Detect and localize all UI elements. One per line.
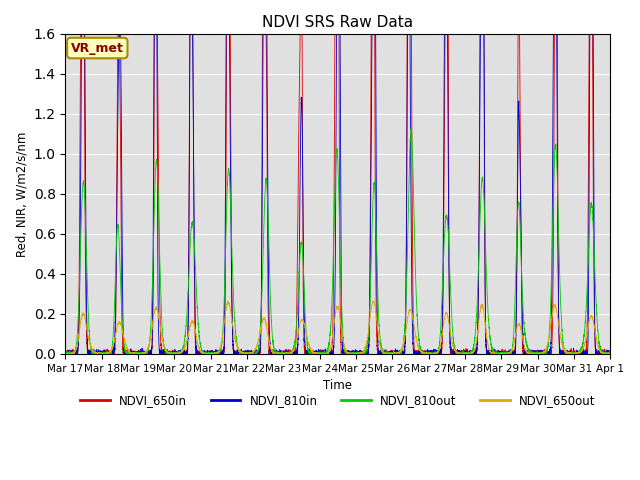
- NDVI_810in: [61, 348, 69, 354]
- NDVI_650in: [266, 351, 273, 357]
- NDVI_810out: [172, 351, 180, 357]
- NDVI_650in: [607, 351, 614, 357]
- Line: NDVI_810out: NDVI_810out: [65, 129, 611, 354]
- Line: NDVI_810in: NDVI_810in: [65, 0, 611, 354]
- NDVI_650in: [413, 349, 421, 355]
- NDVI_650in: [605, 351, 612, 357]
- NDVI_810out: [407, 126, 415, 132]
- NDVI_810in: [413, 351, 421, 357]
- NDVI_810in: [172, 348, 180, 354]
- NDVI_810in: [607, 351, 614, 357]
- NDVI_810in: [178, 351, 186, 357]
- NDVI_810in: [266, 331, 273, 337]
- NDVI_650out: [605, 351, 612, 357]
- NDVI_810out: [605, 351, 612, 357]
- NDVI_810out: [607, 350, 614, 356]
- NDVI_650in: [172, 351, 180, 357]
- NDVI_810out: [61, 351, 69, 357]
- NDVI_810out: [491, 349, 499, 355]
- Y-axis label: Red, NIR, W/m2/s/nm: Red, NIR, W/m2/s/nm: [15, 131, 28, 256]
- NDVI_810out: [178, 348, 186, 354]
- NDVI_650out: [607, 351, 614, 357]
- Legend: NDVI_650in, NDVI_810in, NDVI_810out, NDVI_650out: NDVI_650in, NDVI_810in, NDVI_810out, NDV…: [76, 389, 600, 412]
- X-axis label: Time: Time: [323, 379, 353, 392]
- NDVI_650out: [172, 350, 180, 356]
- NDVI_810out: [413, 313, 421, 319]
- NDVI_650out: [413, 339, 421, 345]
- NDVI_810out: [266, 262, 273, 268]
- NDVI_650in: [491, 350, 499, 356]
- NDVI_650out: [61, 351, 69, 357]
- NDVI_650out: [266, 340, 273, 346]
- Line: NDVI_650out: NDVI_650out: [65, 301, 611, 354]
- NDVI_650out: [491, 350, 499, 356]
- NDVI_650out: [178, 349, 186, 355]
- Line: NDVI_650in: NDVI_650in: [65, 0, 611, 354]
- Text: VR_met: VR_met: [71, 42, 124, 55]
- NDVI_650in: [61, 351, 69, 357]
- NDVI_810in: [491, 351, 499, 357]
- Title: NDVI SRS Raw Data: NDVI SRS Raw Data: [262, 15, 413, 30]
- NDVI_810in: [62, 351, 70, 357]
- NDVI_650in: [178, 351, 186, 357]
- NDVI_810in: [605, 351, 612, 357]
- NDVI_650out: [369, 298, 377, 304]
